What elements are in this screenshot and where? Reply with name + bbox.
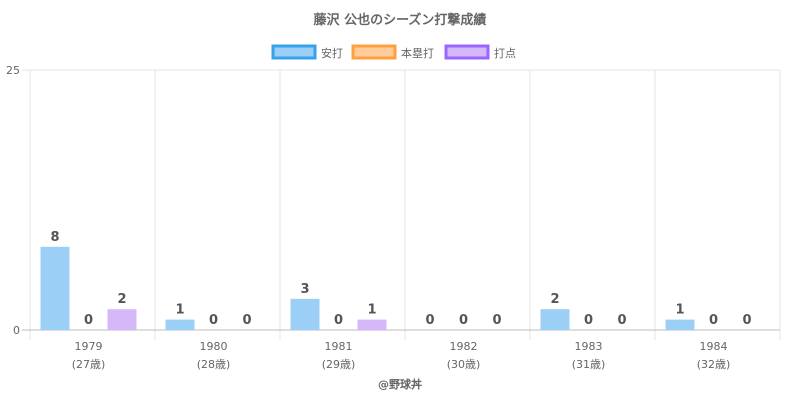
legend-swatch-2[interactable] <box>444 44 490 60</box>
x-tick-label-1: 1980 <box>200 340 228 353</box>
data-label-3-2: 0 <box>492 313 501 328</box>
data-label-5-0: 1 <box>675 303 684 318</box>
data-label-3-0: 0 <box>425 313 434 328</box>
x-tick-sublabel-0: (27歳) <box>72 358 106 371</box>
data-label-4-2: 0 <box>617 313 626 328</box>
x-tick-sublabel-3: (30歳) <box>447 358 481 371</box>
x-tick-label-0: 1979 <box>75 340 103 353</box>
legend[interactable]: 安打 本塁打 打点 <box>271 44 516 60</box>
data-label-4-0: 2 <box>550 292 559 307</box>
data-label-5-2: 0 <box>742 313 751 328</box>
data-label-0-2: 2 <box>117 292 126 307</box>
bars <box>40 246 695 330</box>
data-label-1-2: 0 <box>242 313 251 328</box>
legend-label-2[interactable]: 打点 <box>494 46 516 60</box>
x-axis: 1979 (27歳) 1980 (28歳) 1981 (29歳) 1982 (30歳) 1983… <box>72 340 731 371</box>
chart-title: 藤沢 公也のシーズン打撃成績 <box>314 12 487 28</box>
bar-1-0 <box>165 319 195 330</box>
legend-label-1[interactable]: 本塁打 <box>401 46 434 60</box>
bar-4-0 <box>540 309 570 330</box>
data-label-1-0: 1 <box>175 303 184 318</box>
data-label-0-0: 8 <box>50 230 59 245</box>
bar-0-0 <box>40 246 70 330</box>
x-tick-label-2: 1981 <box>325 340 353 353</box>
data-label-2-0: 3 <box>300 282 309 297</box>
y-axis: 0 25 <box>6 64 20 337</box>
data-label-4-1: 0 <box>584 313 593 328</box>
bar-2-2 <box>357 319 387 330</box>
x-tick-sublabel-5: (32歳) <box>697 358 731 371</box>
x-tick-label-3: 1982 <box>450 340 478 353</box>
data-label-5-1: 0 <box>709 313 718 328</box>
bar-5-0 <box>665 319 695 330</box>
grid <box>22 69 781 340</box>
data-label-1-1: 0 <box>209 313 218 328</box>
legend-swatch-0[interactable] <box>271 44 317 60</box>
x-tick-sublabel-1: (28歳) <box>197 358 231 371</box>
x-tick-label-4: 1983 <box>575 340 603 353</box>
data-label-0-1: 0 <box>84 313 93 328</box>
bar-2-0 <box>290 298 320 330</box>
x-tick-label-5: 1984 <box>700 340 728 353</box>
x-tick-sublabel-4: (31歳) <box>572 358 606 371</box>
data-label-2-2: 1 <box>367 303 376 318</box>
credit-label: @野球丼 <box>378 377 422 391</box>
legend-label-0[interactable]: 安打 <box>321 46 343 60</box>
y-tick-label-0: 0 <box>13 324 20 337</box>
legend-swatch-1[interactable] <box>351 44 397 60</box>
x-tick-sublabel-2: (29歳) <box>322 358 356 371</box>
data-label-3-1: 0 <box>459 313 468 328</box>
data-labels: 8 0 2 1 0 0 3 0 1 0 0 0 2 0 0 1 0 0 <box>50 230 751 328</box>
data-label-2-1: 0 <box>334 313 343 328</box>
bar-0-2 <box>107 309 137 330</box>
y-tick-label-1: 25 <box>6 64 20 77</box>
